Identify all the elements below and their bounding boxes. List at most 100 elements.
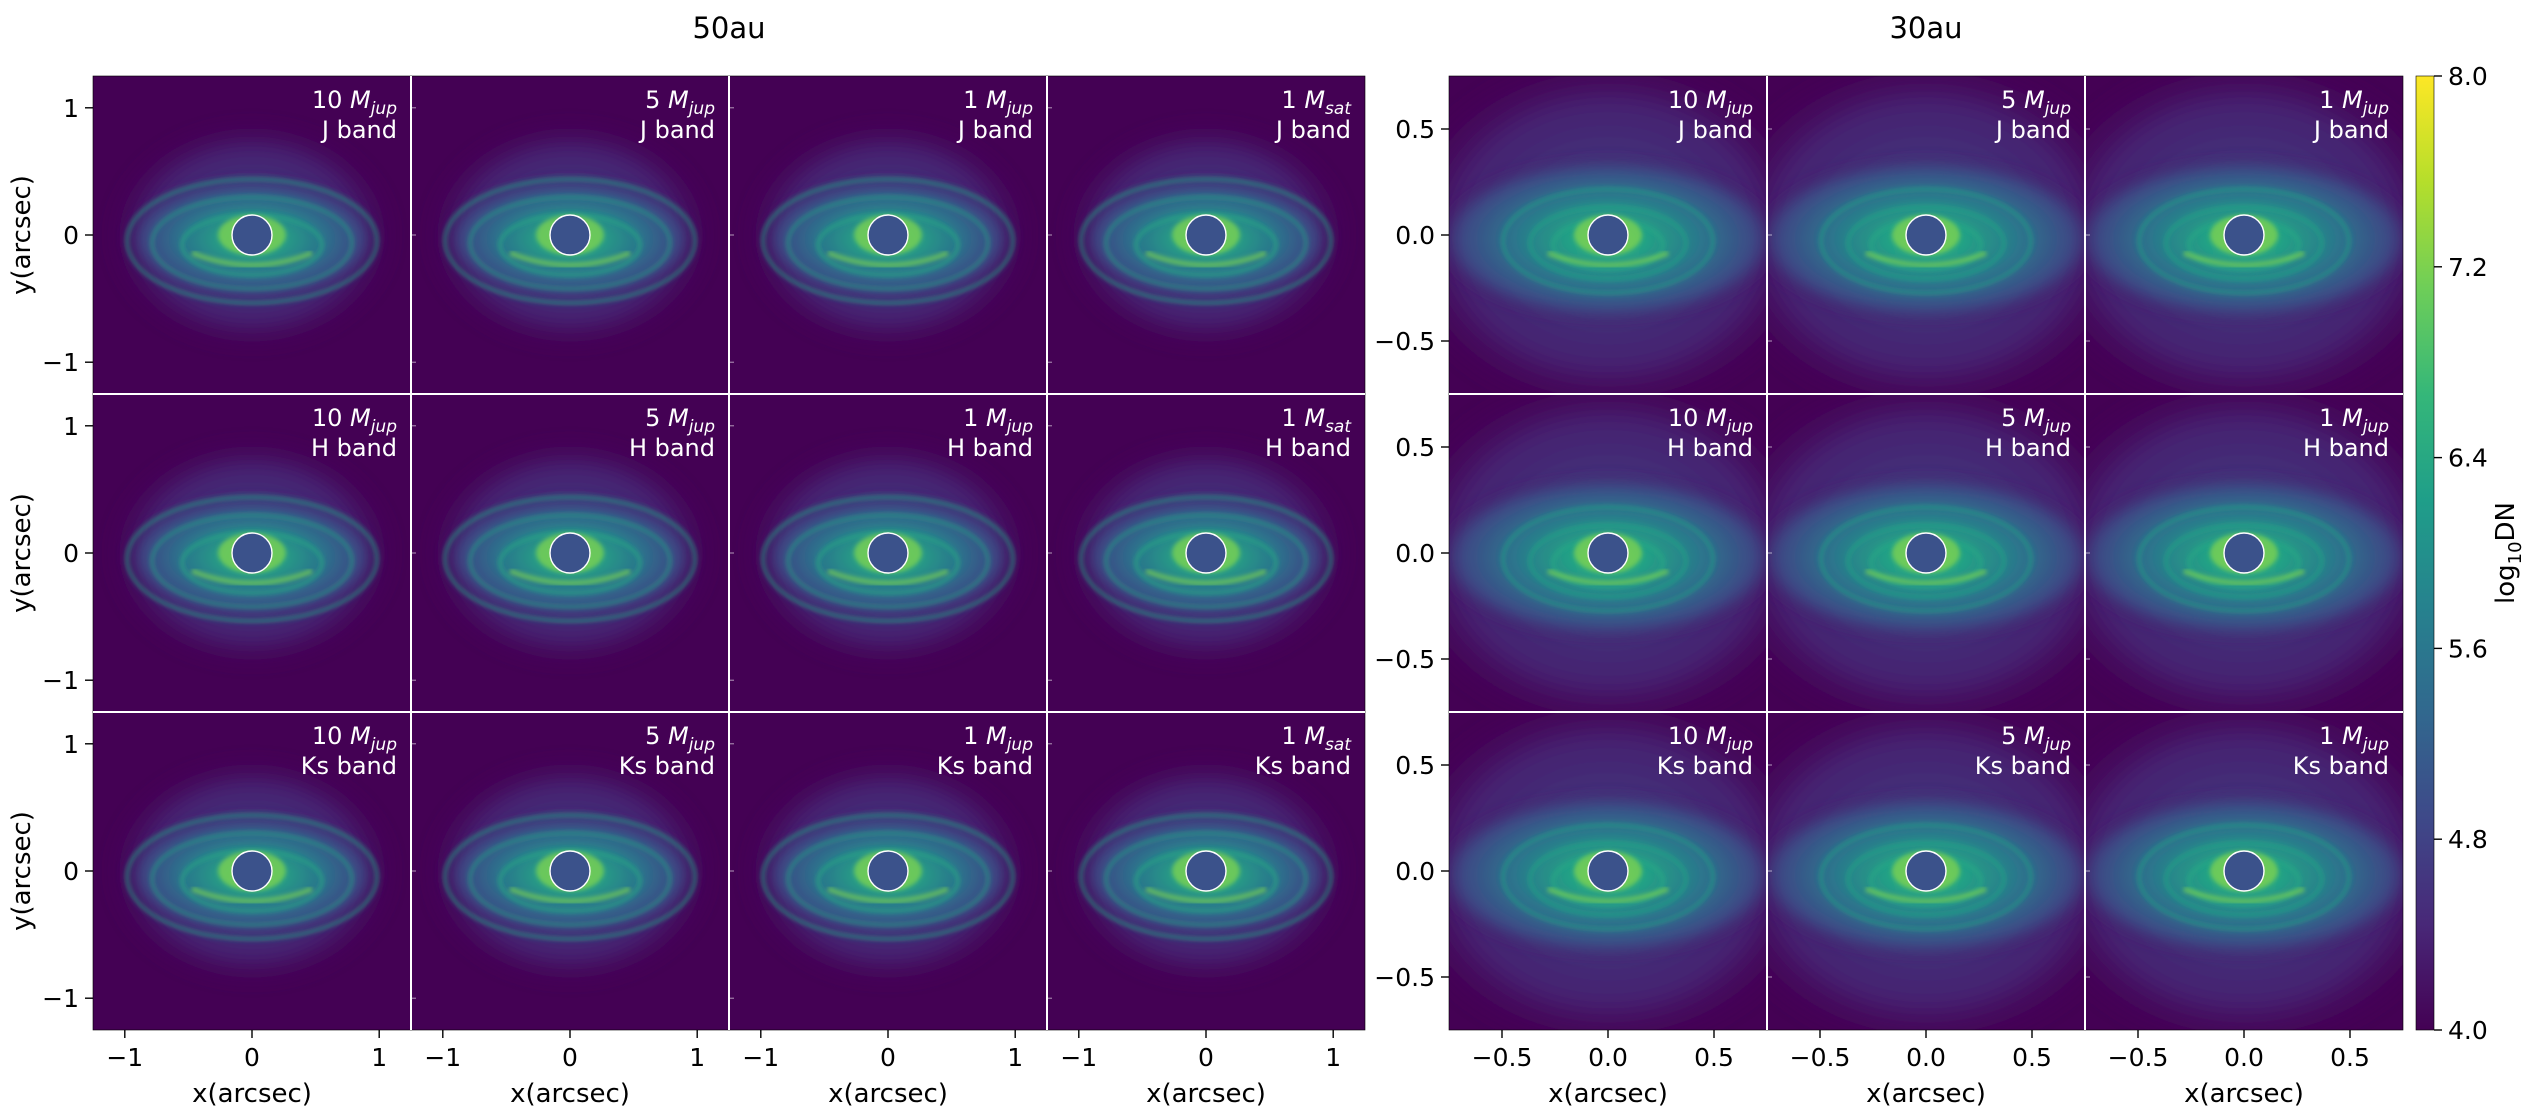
coronagraph-mask: [1587, 532, 1629, 574]
y-tick-label: 0: [63, 857, 79, 886]
bright-arc: [509, 886, 631, 904]
x-tick-label: 0.0: [1906, 1043, 1946, 1072]
coronagraph-mask: [1185, 532, 1227, 574]
y-axis-label: y(arcsec): [7, 811, 37, 931]
x-axis-label: x(arcsec): [1146, 1079, 1266, 1108]
band-label: H band: [1985, 434, 2071, 462]
band-label: J band: [956, 116, 1033, 144]
mass-label: 5 Mjup: [2001, 86, 2071, 119]
x-tick-label: 0.5: [2330, 1043, 2370, 1072]
y-tick-label: 0.5: [1395, 751, 1435, 780]
x-tick-label: 0: [880, 1043, 896, 1072]
mass-label: 1 Mjup: [963, 86, 1033, 119]
disk-ring: [1501, 505, 1715, 613]
disk-ring: [150, 513, 354, 609]
disk-ring: [1501, 187, 1715, 295]
mass-label: 10 Mjup: [1668, 722, 1753, 755]
band-label: J band: [1676, 116, 1753, 144]
disk-ring: [761, 177, 1015, 305]
disk-ring: [2137, 187, 2351, 295]
disk-ring: [1528, 205, 1688, 281]
disk-ring: [786, 195, 990, 291]
disk-ring: [2137, 505, 2351, 613]
disk-ring: [2164, 205, 2324, 281]
x-tick-label: 0: [244, 1043, 260, 1072]
bright-arc: [509, 568, 631, 586]
disk-ring: [443, 813, 697, 941]
mass-label: 1 Mjup: [963, 404, 1033, 437]
y-tick-label: 1: [63, 730, 79, 759]
x-tick-label: −0.5: [1472, 1043, 1533, 1072]
coronagraph-mask: [231, 850, 273, 892]
x-tick-label: −0.5: [2108, 1043, 2169, 1072]
band-label: Ks band: [1657, 752, 1753, 780]
disk-ring: [1104, 195, 1308, 291]
mass-label: 10 Mjup: [1668, 86, 1753, 119]
disk-ring: [468, 831, 672, 927]
y-tick-label: −0.5: [1374, 645, 1435, 674]
group-title: 50au: [692, 11, 765, 45]
disk-ring: [1846, 205, 2006, 281]
x-axis-label: x(arcsec): [1548, 1079, 1668, 1108]
disk-ring: [150, 831, 354, 927]
disk-ring: [1846, 841, 2006, 917]
disk-ring: [125, 495, 379, 623]
mass-label: 10 Mjup: [312, 404, 397, 437]
band-label: J band: [1994, 116, 2071, 144]
coronagraph-mask: [1905, 850, 1947, 892]
bright-arc: [827, 250, 949, 268]
x-axis-label: x(arcsec): [510, 1079, 630, 1108]
band-label: H band: [947, 434, 1033, 462]
y-tick-label: 0: [63, 539, 79, 568]
colorbar-tick-label: 7.2: [2448, 253, 2488, 282]
x-tick-label: 1: [1325, 1043, 1341, 1072]
coronagraph-mask: [1905, 532, 1947, 574]
bright-arc: [1145, 886, 1267, 904]
coronagraph-mask: [2223, 850, 2265, 892]
disk-ring: [1079, 495, 1333, 623]
x-tick-label: −1: [106, 1043, 143, 1072]
disk-ring: [1846, 523, 2006, 599]
bright-arc: [2183, 568, 2305, 586]
x-tick-label: 1: [689, 1043, 705, 1072]
mass-label: 1 Mjup: [963, 722, 1033, 755]
x-tick-label: 1: [371, 1043, 387, 1072]
band-label: J band: [2312, 116, 2389, 144]
bright-arc: [827, 568, 949, 586]
colorbar-tick-label: 6.4: [2448, 444, 2488, 473]
coronagraph-mask: [549, 850, 591, 892]
coronagraph-mask: [2223, 532, 2265, 574]
disk-ring: [761, 495, 1015, 623]
bright-arc: [2183, 886, 2305, 904]
x-axis-label: x(arcsec): [1866, 1079, 1986, 1108]
disk-ring: [1819, 187, 2033, 295]
bright-arc: [2183, 250, 2305, 268]
bright-arc: [1865, 568, 1987, 586]
coronagraph-mask: [867, 850, 909, 892]
mass-label: 5 Mjup: [645, 86, 715, 119]
coronagraph-mask: [231, 532, 273, 574]
disk-ring: [1528, 523, 1688, 599]
x-tick-label: −1: [424, 1043, 461, 1072]
bright-arc: [1547, 886, 1669, 904]
mass-label: 10 Mjup: [1668, 404, 1753, 437]
colorbar-tick-label: 4.0: [2448, 1016, 2488, 1045]
group-titles: 50au 30au: [692, 11, 1962, 45]
bright-arc: [1547, 250, 1669, 268]
colorbar-tick-label: 5.6: [2448, 634, 2488, 663]
disk-ring: [1528, 841, 1688, 917]
disk-ring: [125, 177, 379, 305]
bright-arc: [509, 250, 631, 268]
x-tick-label: 0: [1198, 1043, 1214, 1072]
